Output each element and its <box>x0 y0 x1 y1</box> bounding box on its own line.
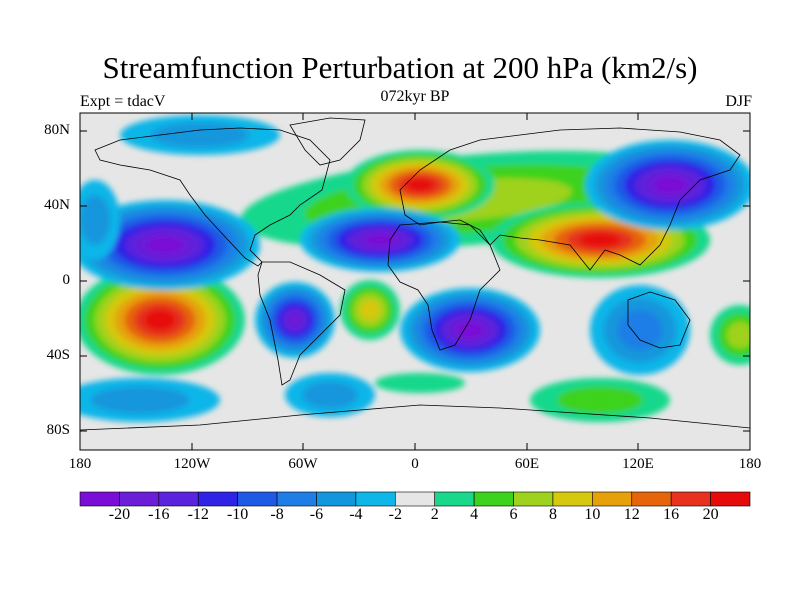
negative-australia-east <box>590 285 690 375</box>
x-tick-label: 180 <box>738 456 762 472</box>
x-tick-label: 60E <box>514 456 540 472</box>
x-tick-label: 60W <box>288 456 318 472</box>
coastline-africa <box>387 221 501 351</box>
colorbar-swatch <box>394 491 436 507</box>
colorbar-swatch <box>473 491 514 507</box>
y-tick-label: 80N <box>44 122 70 138</box>
coastline-antarctica <box>80 404 750 431</box>
y-tick-label: 0 <box>62 272 71 288</box>
colorbar-swatch <box>237 491 278 507</box>
x-tick-label: 120E <box>622 456 654 472</box>
colorbar-swatch <box>79 491 120 507</box>
coastline-greenland <box>289 117 366 166</box>
negative-southern-africa <box>400 288 540 372</box>
x-tick-label: 180 <box>68 456 92 472</box>
coastline-north-america <box>94 127 331 267</box>
colorbar-swatch <box>158 491 199 507</box>
coastline-eurasia <box>399 127 741 271</box>
positive-atlantic-south <box>340 280 400 340</box>
negative-southern-ocean-pacific <box>80 378 220 422</box>
colorbar-label: 8 <box>548 506 557 523</box>
y-tick-label: 40N <box>44 197 70 213</box>
axis-ticks <box>79 113 751 450</box>
negative-north-edge-west <box>80 180 120 260</box>
colorbar-label: -16 <box>148 506 170 523</box>
y-tick-label: 80S <box>46 422 70 438</box>
y-tick-label: 40S <box>46 347 70 363</box>
x-tick-label: 0 <box>411 456 419 472</box>
x-tick-label: 120W <box>173 456 211 472</box>
colorbar-swatch <box>513 491 554 507</box>
colorbar-swatch <box>710 491 751 507</box>
negative-north-pacific <box>80 200 260 290</box>
colorbar-label: -6 <box>309 506 324 523</box>
colorbar-swatch <box>592 491 633 507</box>
colorbar-label: -8 <box>270 506 284 523</box>
colorbar-label: -2 <box>388 506 402 523</box>
season-label: DJF <box>725 93 752 110</box>
colorbar-label: 6 <box>509 506 518 523</box>
negative-east-asia <box>585 140 750 230</box>
positive-southern-ocean-west <box>375 373 465 393</box>
colorbar-label: 10 <box>584 506 601 523</box>
colorbar-label: 4 <box>470 506 479 523</box>
colorbar-label: -10 <box>226 506 249 523</box>
colorbar-swatch <box>631 491 672 507</box>
positive-europe <box>345 150 495 220</box>
negative-south-america <box>255 282 335 358</box>
coastlines <box>80 117 750 431</box>
negative-southern-ocean-america <box>285 373 375 417</box>
negative-north-atlantic <box>300 208 460 272</box>
colorbar-swatch <box>119 491 160 507</box>
coastline-australia <box>627 291 691 349</box>
colorbar-swatch <box>434 491 475 507</box>
colorbar-swatch <box>355 491 396 507</box>
experiment-label: Expt = tdacV <box>80 93 166 110</box>
colorbar-label: -20 <box>108 506 131 523</box>
time-label: 072kyr BP <box>380 88 450 105</box>
positive-band-south-pacific <box>80 265 245 375</box>
colorbar-swatch <box>552 491 593 507</box>
colorbar-label: 12 <box>623 506 640 523</box>
positive-southern-ocean <box>530 378 670 422</box>
colorbar-label: 16 <box>663 506 680 523</box>
colorbar-swatch <box>316 491 357 507</box>
colorbar-swatch <box>276 491 317 507</box>
colorbar-swatch <box>670 491 711 507</box>
map-plot-area <box>80 113 750 450</box>
colorbar-label: -4 <box>349 506 363 523</box>
map-title: Streamfunction Perturbation at 200 hPa (… <box>102 50 698 85</box>
negative-arctic <box>120 115 280 155</box>
colorbar <box>79 491 751 507</box>
colorbar-label: 20 <box>702 506 719 523</box>
colorbar-label: -12 <box>187 506 209 523</box>
coastline-south-america <box>257 261 346 386</box>
positive-east-pacific-south <box>710 305 750 365</box>
colorbar-swatch <box>197 491 238 507</box>
colorbar-label: 2 <box>430 506 439 523</box>
